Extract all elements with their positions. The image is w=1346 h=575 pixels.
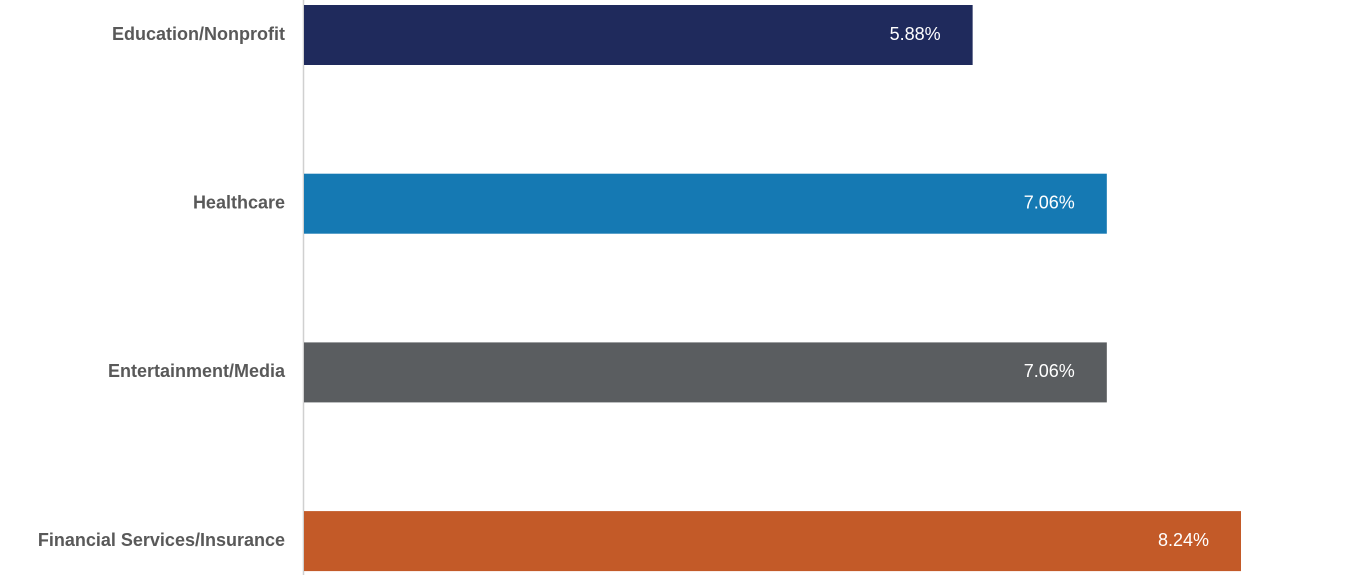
value-label: 5.88%: [890, 24, 941, 44]
value-label: 7.06%: [1024, 361, 1075, 381]
bar: [304, 342, 1107, 403]
category-label: Healthcare: [193, 192, 285, 212]
category-label: Entertainment/Media: [108, 361, 286, 381]
bar: [304, 173, 1107, 234]
category-label: Education/Nonprofit: [112, 24, 285, 44]
value-label: 8.24%: [1158, 530, 1209, 550]
bar: [304, 511, 1241, 572]
category-label: Financial Services/Insurance: [38, 530, 285, 550]
value-label: 7.06%: [1024, 192, 1075, 212]
bar: [304, 5, 973, 65]
